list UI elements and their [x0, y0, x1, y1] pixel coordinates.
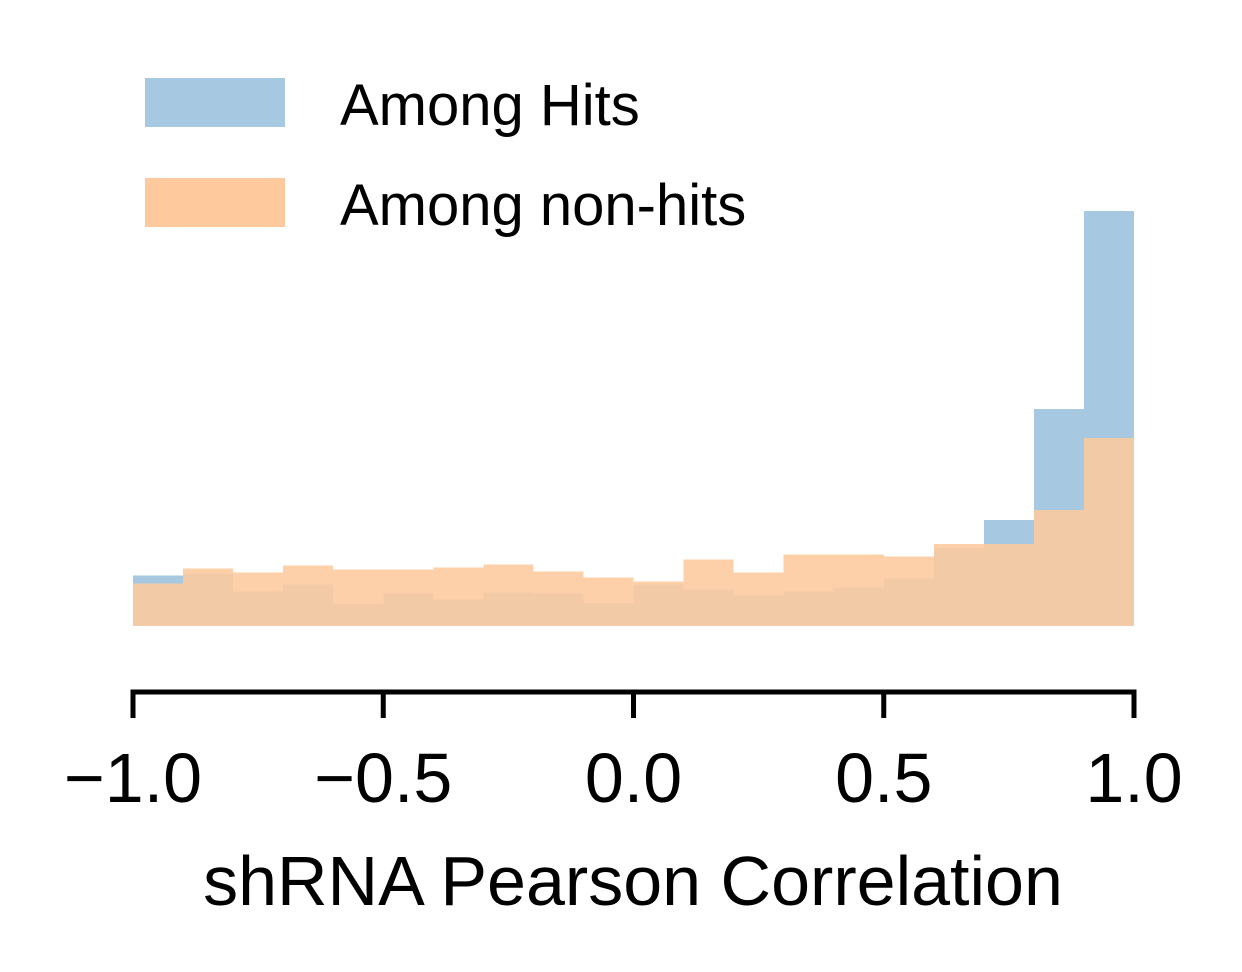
non-hits-bars: [133, 437, 1134, 626]
legend: Among Hits Among non-hits: [145, 73, 746, 238]
x-ticks: −1.0 −0.5 0.0 0.5 1.0: [64, 692, 1183, 817]
bar-non-hits-6: [433, 567, 484, 626]
bar-non-hits-13: [783, 554, 834, 626]
bar-non-hits-8: [533, 571, 584, 626]
legend-label-hits: Among Hits: [340, 73, 640, 138]
bar-non-hits-9: [583, 577, 634, 626]
bar-non-hits-12: [733, 572, 784, 626]
x-axis: −1.0 −0.5 0.0 0.5 1.0 shRNA Pearson Correlat…: [64, 689, 1183, 920]
x-tick-label-3: 0.5: [835, 739, 932, 817]
bar-non-hits-11: [683, 559, 734, 626]
bar-non-hits-18: [1033, 510, 1084, 626]
legend-label-non-hits: Among non-hits: [340, 173, 746, 238]
x-axis-label: shRNA Pearson Correlation: [203, 842, 1063, 920]
bar-non-hits-1: [183, 568, 234, 626]
legend-swatch-hits: [145, 78, 285, 127]
x-tick-label-4: 1.0: [1085, 739, 1182, 817]
bar-non-hits-14: [833, 554, 884, 626]
bar-non-hits-3: [283, 565, 334, 626]
x-tick-label-1: −0.5: [314, 739, 452, 817]
bar-non-hits-4: [333, 569, 384, 626]
bar-non-hits-2: [233, 572, 284, 626]
x-tick-label-2: 0.0: [585, 739, 682, 817]
x-tick-label-0: −1.0: [64, 739, 202, 817]
bar-non-hits-5: [383, 569, 434, 626]
bar-non-hits-19: [1083, 437, 1134, 626]
bar-non-hits-10: [633, 581, 684, 626]
bar-non-hits-15: [883, 556, 934, 626]
bar-non-hits-0: [133, 583, 184, 626]
bar-non-hits-7: [483, 564, 534, 626]
bar-non-hits-16: [933, 543, 984, 626]
legend-swatch-non-hits: [145, 178, 285, 227]
bar-non-hits-17: [983, 543, 1034, 626]
